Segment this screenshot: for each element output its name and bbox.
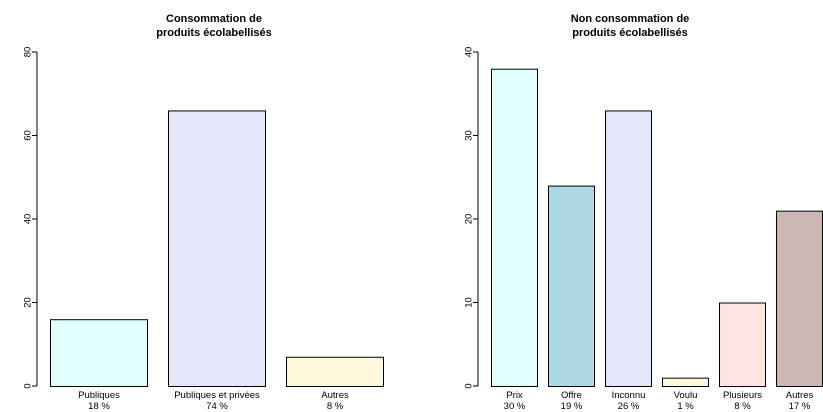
chart-title-line-1: Consommation de — [166, 13, 262, 25]
x-category-label: Autres — [786, 390, 814, 401]
y-tick-label: 80 — [23, 47, 34, 58]
bar-offre — [548, 185, 595, 387]
y-tick-label: 20 — [464, 214, 475, 225]
x-percent-label: 18 % — [88, 401, 110, 412]
y-tick-label: 20 — [23, 297, 34, 308]
y-axis: 0 10 20 30 40 — [464, 47, 479, 389]
x-category-label: Publiques et privées — [174, 390, 260, 401]
chart-title-line-2: produits écolabellisés — [572, 27, 688, 39]
x-category-label: Autres — [321, 390, 349, 401]
bar-plusieurs — [719, 302, 766, 387]
bar-autres — [286, 356, 384, 387]
chart-title-line-1: Non consommation de — [571, 13, 690, 25]
x-category-label: Prix — [506, 390, 523, 401]
y-tick-label: 0 — [464, 383, 475, 388]
y-tick-label: 10 — [464, 297, 475, 308]
bar-inconnu — [605, 110, 652, 387]
x-percent-label: 30 % — [504, 401, 526, 412]
bar-series — [491, 68, 823, 387]
x-percent-label: 19 % — [561, 401, 583, 412]
y-axis: 0 20 40 60 80 — [23, 47, 38, 389]
bar-prix — [491, 68, 538, 387]
chart-consommation: Consommation de produits écolabellisés 0… — [23, 13, 384, 412]
x-percent-label: 1 % — [677, 401, 694, 412]
x-percent-label: 8 % — [734, 401, 751, 412]
x-category-label: Publiques — [78, 390, 120, 401]
bar-autres — [776, 210, 823, 387]
chart-title-line-2: produits écolabellisés — [156, 27, 272, 39]
x-category-label: Plusieurs — [723, 390, 762, 401]
bar-publiques-et-priv-es — [168, 110, 266, 387]
x-category-label: Inconnu — [612, 390, 646, 401]
bar-publiques — [50, 319, 148, 388]
x-percent-label: 8 % — [327, 401, 344, 412]
bar-voulu — [662, 377, 709, 387]
x-percent-label: 17 % — [789, 401, 811, 412]
x-percent-label: 74 % — [206, 401, 228, 412]
y-tick-label: 0 — [23, 383, 34, 388]
x-category-label: Voulu — [674, 390, 698, 401]
x-category-label: Offre — [561, 390, 582, 401]
x-percent-label: 26 % — [618, 401, 640, 412]
chart-non-consommation: Non consommation de produits écolabellis… — [464, 13, 823, 412]
y-tick-label: 40 — [464, 47, 475, 58]
y-tick-label: 30 — [464, 130, 475, 141]
y-tick-label: 60 — [23, 130, 34, 141]
bar-series — [50, 110, 384, 388]
y-tick-label: 40 — [23, 214, 34, 225]
